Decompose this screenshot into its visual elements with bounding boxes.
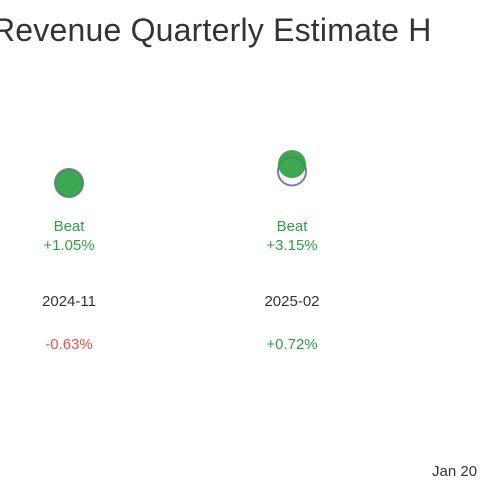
chart-title: Revenue Quarterly Estimate H (0, 12, 432, 48)
actual-dot (278, 150, 306, 179)
result-label: Beat (54, 218, 86, 235)
change-label: -0.63% (45, 336, 93, 353)
period-label: 2024-11 (42, 293, 96, 310)
result-label: Beat (277, 218, 309, 235)
change-label: +0.72% (266, 336, 317, 353)
surprise-label: +1.05% (43, 237, 94, 254)
surprise-label: +3.15% (266, 237, 317, 254)
footer-date: Jan 20 (432, 463, 478, 480)
period-label: 2025-02 (264, 293, 319, 310)
actual-dot (55, 169, 83, 197)
